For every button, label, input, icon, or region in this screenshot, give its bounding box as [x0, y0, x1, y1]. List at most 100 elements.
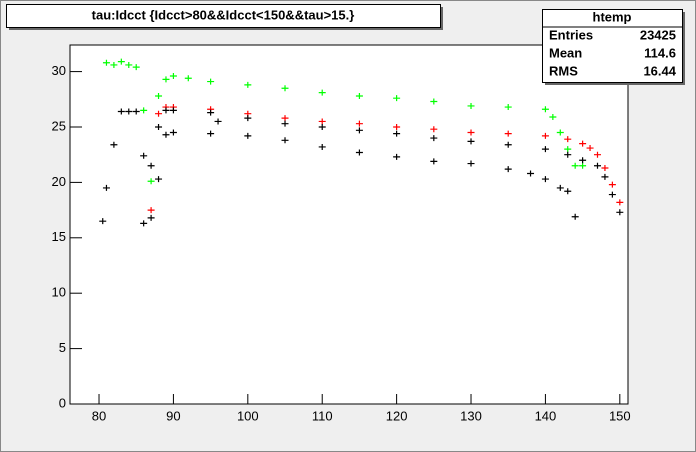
marker	[207, 78, 215, 85]
y-tick-label: 25	[52, 118, 66, 133]
marker	[207, 130, 215, 137]
marker	[117, 108, 125, 115]
chart-title: tau:Idcct {Idcct>80&&Idcct<150&&tau>15.}	[92, 7, 355, 22]
marker	[541, 106, 549, 113]
marker	[355, 127, 363, 134]
marker	[504, 141, 512, 148]
stats-label: Mean	[549, 45, 582, 60]
y-tick-label: 10	[52, 285, 66, 300]
marker	[110, 61, 118, 68]
x-tick-label: 80	[92, 408, 106, 423]
marker	[504, 104, 512, 111]
marker	[207, 109, 215, 116]
marker	[281, 120, 289, 127]
marker	[564, 188, 572, 195]
marker	[155, 110, 163, 117]
marker	[541, 146, 549, 153]
marker	[616, 199, 624, 206]
marker	[102, 184, 110, 191]
marker	[318, 118, 326, 125]
x-tick-label: 110	[312, 408, 333, 423]
y-tick-label: 20	[52, 174, 66, 189]
x-tick-label: 90	[166, 408, 180, 423]
marker	[608, 191, 616, 198]
y-tick-label: 15	[52, 229, 66, 244]
marker	[430, 135, 438, 142]
marker	[467, 138, 475, 145]
marker	[541, 132, 549, 139]
marker	[467, 129, 475, 136]
marker	[393, 153, 401, 160]
marker	[430, 158, 438, 165]
marker	[355, 92, 363, 99]
marker	[571, 213, 579, 220]
marker	[281, 137, 289, 144]
marker	[579, 140, 587, 147]
marker	[155, 123, 163, 130]
marker	[169, 129, 177, 136]
marker	[214, 118, 222, 125]
marker	[125, 108, 133, 115]
marker	[132, 64, 140, 71]
marker	[355, 120, 363, 127]
marker	[117, 58, 125, 65]
marker	[155, 176, 163, 183]
marker	[184, 75, 192, 82]
stats-label: RMS	[549, 63, 578, 78]
marker	[162, 131, 170, 138]
marker	[140, 152, 148, 159]
marker	[467, 102, 475, 109]
marker	[467, 160, 475, 167]
marker	[616, 209, 624, 216]
marker	[393, 130, 401, 137]
marker	[140, 220, 148, 227]
marker	[586, 145, 594, 152]
marker	[99, 218, 107, 225]
marker	[430, 98, 438, 105]
x-tick-label: 100	[237, 408, 259, 423]
marker	[579, 162, 587, 169]
marker	[244, 132, 252, 139]
marker	[102, 59, 110, 66]
stats-box	[542, 9, 683, 83]
marker	[244, 81, 252, 88]
marker	[125, 61, 133, 68]
marker	[244, 115, 252, 122]
marker	[393, 123, 401, 130]
marker	[571, 162, 579, 169]
x-tick-label: 120	[386, 408, 408, 423]
x-tick-label: 140	[535, 408, 557, 423]
marker	[318, 89, 326, 96]
marker	[169, 73, 177, 80]
y-tick-label: 5	[59, 340, 66, 355]
marker	[564, 151, 572, 158]
y-tick-label: 30	[52, 63, 66, 78]
marker	[593, 162, 601, 169]
marker	[556, 184, 564, 191]
marker	[556, 129, 564, 136]
marker	[564, 146, 572, 153]
stats-title: htemp	[593, 9, 632, 24]
marker	[504, 130, 512, 137]
marker	[162, 76, 170, 83]
marker	[527, 170, 535, 177]
title-box	[6, 4, 441, 28]
stats-value: 23425	[640, 27, 676, 42]
marker	[140, 107, 148, 114]
marker	[162, 107, 170, 114]
x-tick-label: 150	[609, 408, 631, 423]
marker	[601, 173, 609, 180]
marker	[155, 92, 163, 99]
stats-value: 114.6	[644, 45, 676, 60]
marker	[355, 149, 363, 156]
marker	[318, 143, 326, 150]
marker	[549, 114, 557, 121]
marker	[169, 107, 177, 114]
y-tick-label: 0	[59, 395, 66, 410]
marker	[147, 207, 155, 214]
marker	[593, 151, 601, 158]
marker	[318, 123, 326, 130]
marker	[564, 136, 572, 143]
marker	[608, 181, 616, 188]
